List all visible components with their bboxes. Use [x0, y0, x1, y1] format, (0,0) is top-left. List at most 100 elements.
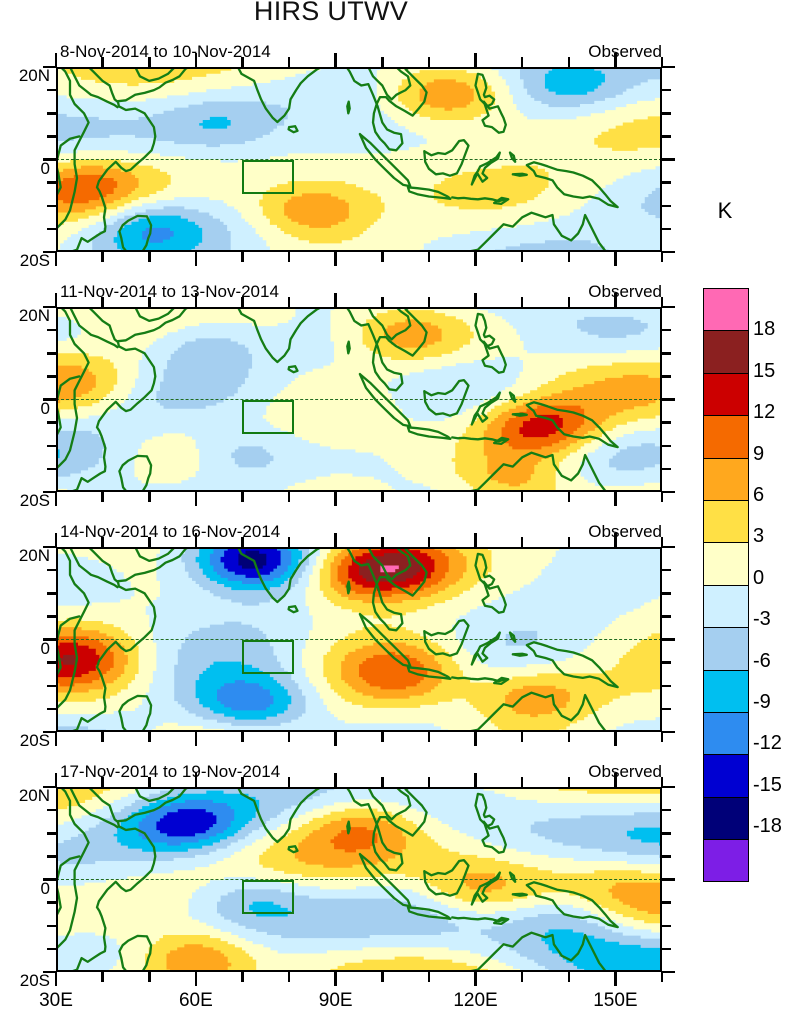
x-axis-tick-top: [334, 53, 337, 67]
y-axis-minor-tick: [662, 467, 671, 471]
y-axis-minor-tick: [47, 421, 56, 424]
x-axis-tick-bottom: [520, 972, 524, 982]
x-axis-tick-bottom: [101, 972, 104, 982]
y-axis-major-tick: [662, 158, 675, 161]
x-axis-tick-bottom: [287, 252, 291, 262]
colorbar-swatch[interactable]: [704, 669, 748, 712]
panel-source-label: Observed: [588, 522, 662, 541]
colorbar-swatch[interactable]: [704, 542, 748, 585]
colorbar-swatch[interactable]: [704, 289, 748, 331]
panel-date-label: 11-Nov-2014 to 13-Nov-2014: [60, 282, 279, 301]
y-axis-minor-tick: [47, 808, 56, 812]
x-axis-tick-bottom: [614, 732, 617, 746]
x-axis-tick-top: [241, 777, 244, 787]
y-axis-major-tick: [43, 490, 56, 494]
x-axis-tick-top: [101, 777, 104, 787]
y-axis-minor-tick: [47, 568, 56, 572]
x-axis-tick-bottom: [148, 972, 151, 982]
y-axis-major-tick: [43, 878, 56, 881]
colorbar-swatch[interactable]: [704, 457, 748, 500]
coastlines: [56, 67, 619, 252]
x-axis-tick-bottom: [287, 492, 291, 502]
x-axis-tick-bottom: [567, 732, 571, 742]
colorbar-swatch[interactable]: [704, 499, 748, 543]
y-axis-minor-tick: [662, 112, 671, 115]
study-region-box: [242, 879, 294, 915]
colorbar-swatch[interactable]: [704, 372, 748, 416]
colorbar-swatch[interactable]: [704, 627, 748, 670]
x-axis-tick-top: [101, 537, 104, 547]
x-axis-tick-bottom: [54, 972, 58, 986]
x-axis-tick-top: [520, 537, 524, 547]
x-axis-tick-top: [54, 53, 58, 67]
x-axis-tick-top: [427, 57, 431, 67]
colorbar-swatch[interactable]: [704, 796, 748, 840]
map-plot-area[interactable]: [56, 67, 662, 252]
y-axis-minor-tick: [47, 592, 56, 595]
y-axis-major-tick: [662, 730, 675, 734]
colorbar-swatch[interactable]: [704, 711, 748, 755]
x-axis-tick-bottom: [567, 492, 571, 502]
colorbar-swatch[interactable]: [704, 415, 748, 458]
y-axis-tick-label: 20S: [19, 731, 50, 750]
x-axis-tick-bottom: [474, 492, 477, 506]
y-axis-minor-tick: [662, 707, 671, 711]
y-axis-minor-tick: [47, 227, 56, 231]
x-axis-tick-bottom: [614, 252, 617, 266]
x-axis-tick-bottom: [381, 252, 384, 262]
y-axis-minor-tick: [662, 352, 671, 355]
colorbar-tick-label: 6: [753, 484, 765, 506]
y-axis-tick-label: 20N: [18, 66, 50, 85]
y-axis-minor-tick: [47, 924, 56, 928]
x-axis-tick-top: [194, 533, 198, 547]
y-axis-tick-label: 20S: [19, 971, 50, 990]
y-axis-minor-tick: [47, 684, 56, 688]
x-axis-tick-bottom: [520, 732, 524, 742]
y-axis-major-tick: [43, 398, 56, 401]
y-axis-minor-tick: [47, 204, 56, 208]
y-axis-tick-label: 0: [40, 638, 50, 658]
y-axis-major-tick: [662, 545, 675, 549]
x-axis-tick-bottom: [660, 492, 664, 502]
x-axis-tick-bottom: [241, 732, 244, 742]
y-axis-minor-tick: [47, 88, 56, 92]
coastlines: [56, 547, 619, 732]
x-axis-tick-top: [427, 777, 431, 787]
y-axis-major-tick: [43, 65, 56, 69]
colorbar-swatch[interactable]: [704, 754, 748, 797]
colorbar-tick-label: 9: [753, 442, 765, 465]
x-axis-tick-top: [241, 297, 244, 307]
x-axis-tick-top: [614, 53, 617, 67]
x-axis-tick-top: [148, 297, 151, 307]
x-axis-tick-bottom: [148, 732, 151, 742]
x-axis-tick-bottom: [334, 972, 337, 986]
x-axis-tick-top: [148, 57, 151, 67]
y-axis-minor-tick: [47, 707, 56, 711]
x-axis-tick-top: [334, 773, 337, 787]
y-axis-major-tick: [662, 305, 675, 309]
x-axis-tick-bottom: [241, 492, 244, 502]
x-axis-tick-top: [54, 293, 58, 307]
y-axis-major-tick: [43, 638, 56, 641]
x-axis-tick-bottom: [54, 732, 58, 746]
x-axis-tick-bottom: [148, 492, 151, 502]
colorbar[interactable]: [703, 288, 749, 883]
y-axis-minor-tick: [662, 227, 671, 231]
colorbar-tick-label: -12: [753, 732, 782, 755]
y-axis-minor-tick: [662, 684, 671, 688]
y-axis-minor-tick: [662, 855, 671, 858]
x-axis-tick-bottom: [101, 252, 104, 262]
x-axis-tick-bottom: [614, 972, 617, 986]
x-axis-tick-top: [567, 297, 571, 307]
x-axis-tick-label: 150E: [593, 990, 638, 1011]
x-axis-tick-bottom: [194, 732, 198, 746]
colorbar-swatch[interactable]: [704, 584, 748, 628]
colorbar-swatch[interactable]: [704, 839, 748, 882]
y-axis-minor-tick: [662, 204, 671, 208]
y-axis-minor-tick: [47, 661, 56, 664]
colorbar-swatch[interactable]: [704, 330, 748, 373]
x-axis-tick-top: [287, 297, 291, 307]
y-axis-tick-label: 0: [40, 158, 50, 178]
y-axis-major-tick: [662, 878, 675, 881]
x-axis-tick-top: [241, 57, 244, 67]
